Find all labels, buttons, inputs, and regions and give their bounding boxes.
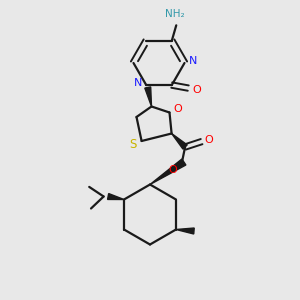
Text: O: O <box>173 104 182 115</box>
Polygon shape <box>172 134 187 149</box>
Polygon shape <box>150 159 186 184</box>
Text: O: O <box>169 165 178 175</box>
Text: N: N <box>134 78 142 88</box>
Text: N: N <box>189 56 197 67</box>
Polygon shape <box>108 194 124 200</box>
Text: O: O <box>192 85 201 94</box>
Text: NH₂: NH₂ <box>165 9 184 19</box>
Text: S: S <box>130 137 137 151</box>
Text: O: O <box>205 135 214 145</box>
Polygon shape <box>145 87 152 106</box>
Polygon shape <box>176 228 194 234</box>
